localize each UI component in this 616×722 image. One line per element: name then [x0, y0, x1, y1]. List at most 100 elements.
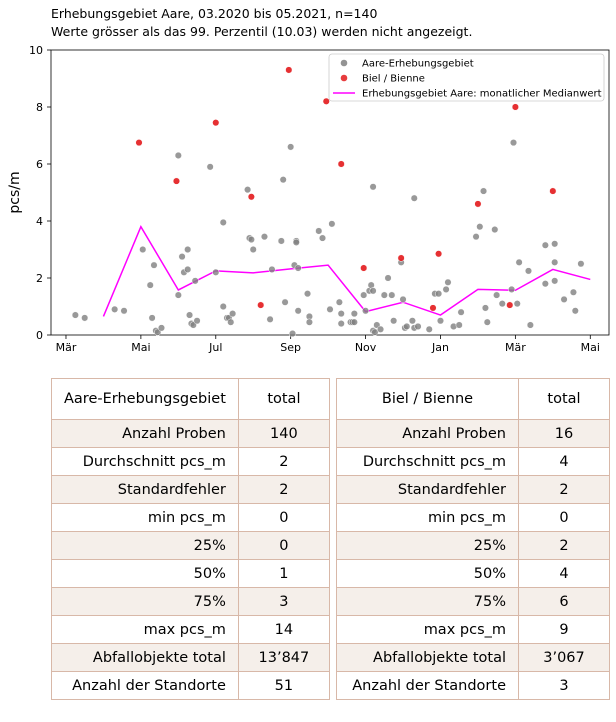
aare-point — [388, 291, 396, 299]
row-value: 3 — [518, 671, 610, 700]
chart-title-line-2: Werte grösser als das 99. Perzentil (10.… — [51, 24, 473, 39]
row-label: Anzahl Proben — [51, 419, 239, 448]
y-tick-label: 4 — [36, 215, 43, 228]
x-tick-label: Jan — [431, 341, 449, 354]
aare-point — [150, 261, 158, 269]
row-label: 75% — [51, 587, 239, 616]
aare-point — [247, 235, 255, 244]
aare-point — [328, 220, 336, 228]
aare-point — [476, 223, 484, 231]
aare-point — [408, 317, 416, 325]
aare-point — [551, 277, 559, 285]
row-label: Durchschnitt pcs_m — [336, 447, 519, 476]
table-row: 75% 6 — [336, 587, 610, 616]
row-label: Anzahl der Standorte — [336, 671, 519, 700]
aare-point — [444, 278, 452, 286]
aare-point — [287, 143, 295, 151]
row-value: 3 — [237, 587, 330, 616]
aare-point — [498, 300, 506, 308]
aare-point — [318, 234, 327, 242]
aare-point — [403, 322, 411, 331]
biel-point — [337, 160, 345, 168]
row-label: min pcs_m — [336, 503, 519, 532]
aare-point — [315, 227, 323, 235]
y-tick-label: 8 — [36, 101, 43, 114]
biel-point — [285, 66, 293, 74]
row-value: 13’847 — [237, 643, 330, 672]
legend-label: Aare-Erhebungsgebiet — [362, 59, 474, 70]
aare-point — [526, 321, 534, 329]
aare-point — [483, 318, 491, 326]
row-label: Standardfehler — [51, 475, 239, 504]
row-label: Anzahl der Standorte — [51, 671, 239, 700]
aare-point — [479, 187, 488, 195]
row-label: Durchschnitt pcs_m — [51, 447, 239, 476]
aare-point — [206, 163, 214, 171]
y-tick-label: 0 — [36, 329, 43, 342]
aare-point — [436, 317, 445, 325]
aare-point — [337, 310, 345, 318]
aare-point — [139, 245, 147, 254]
aare-point — [337, 320, 345, 328]
table-row: max pcs_m 14 — [51, 615, 330, 644]
biel-point — [549, 187, 557, 195]
row-value: 16 — [518, 419, 610, 448]
aare-point — [326, 305, 334, 313]
aare-point — [212, 268, 220, 276]
row-value: 51 — [237, 671, 330, 700]
aare-point — [260, 233, 269, 241]
table-row: Durchschnitt pcs_m 2 — [51, 447, 330, 476]
row-value: 4 — [518, 447, 610, 476]
table-row: min pcs_m 0 — [51, 503, 330, 532]
aare-point — [219, 302, 227, 311]
biel-summary-table: Biel / Bienne total Anzahl Proben 16 Durchsc… — [336, 378, 610, 700]
table-row: 25% 0 — [51, 531, 330, 560]
aare-point — [435, 290, 443, 298]
y-tick-label: 6 — [36, 158, 43, 171]
row-value: 2 — [518, 475, 610, 504]
row-label: Anzahl Proben — [336, 419, 519, 448]
aare-point — [303, 290, 312, 298]
row-value: total — [518, 378, 610, 420]
aare-point — [569, 288, 577, 296]
biel-point — [247, 193, 255, 201]
aare-point — [350, 310, 358, 318]
row-label: max pcs_m — [336, 615, 519, 644]
table-row: Standardfehler 2 — [51, 475, 330, 504]
aare-point — [193, 317, 201, 325]
aare-point — [508, 285, 516, 293]
table-row: 25% 2 — [336, 531, 610, 560]
aare-point — [360, 291, 368, 299]
aare-point — [515, 258, 523, 266]
table-row: Abfallobjekte total 13’847 — [51, 643, 330, 672]
aare-point — [442, 285, 450, 293]
aare-point — [244, 186, 252, 194]
aare-point — [577, 260, 585, 268]
row-label: 50% — [51, 559, 239, 588]
aare-point — [455, 321, 463, 329]
aare-point — [369, 183, 377, 191]
scatter-chart: 0 2 4 6 8 10 Mär Mai Jul Sep Nov Jan Mär Mai pcs/m Aar… — [7, 44, 610, 354]
aare-point — [481, 304, 489, 312]
aare-point — [384, 274, 392, 282]
legend-marker — [340, 59, 348, 67]
aare-point — [292, 238, 300, 246]
aare-point — [551, 240, 559, 248]
aare-point — [279, 176, 287, 184]
row-label: 25% — [336, 531, 519, 560]
row-value: total — [237, 378, 330, 420]
aare-point — [268, 265, 276, 274]
row-value: 6 — [518, 587, 610, 616]
row-label: 25% — [51, 531, 239, 560]
aare-point — [571, 307, 579, 315]
legend-label: Erhebungsgebiet Aare: monatlicher Median… — [362, 89, 602, 100]
aare-point — [157, 324, 166, 332]
aare-point — [457, 308, 465, 316]
aare-point — [410, 194, 418, 202]
aare-point — [491, 226, 499, 234]
aare-point — [227, 318, 235, 326]
y-tick-label: 2 — [36, 272, 43, 285]
table-row: 50% 4 — [336, 559, 610, 588]
table-row: min pcs_m 0 — [336, 503, 610, 532]
biel-point — [360, 264, 368, 272]
